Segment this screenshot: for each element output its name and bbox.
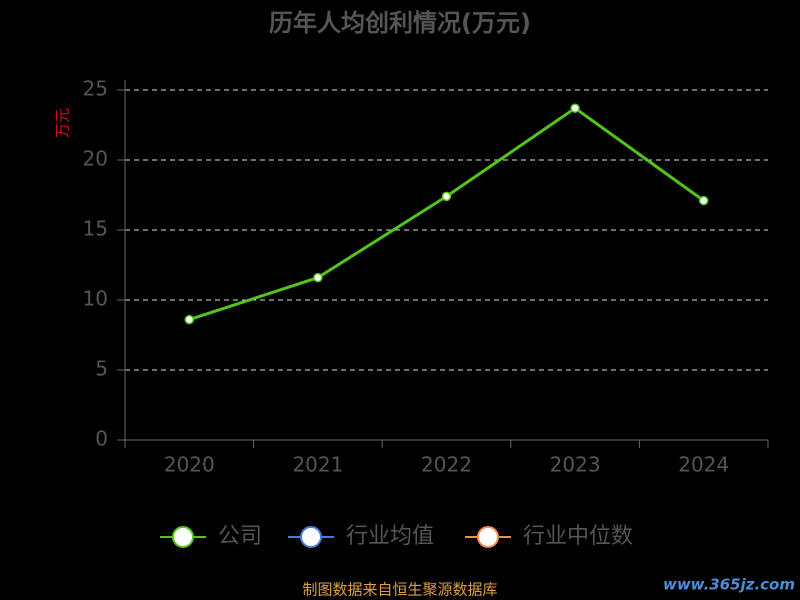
x-tick-label: 2021 [292, 453, 343, 477]
data-point [313, 272, 323, 283]
y-tick-label: 20 [83, 147, 108, 171]
x-tick-label: 2022 [421, 453, 472, 477]
y-axis-label: 万元 [54, 108, 72, 138]
legend-marker [300, 526, 322, 548]
data-point [570, 103, 580, 113]
legend-marker [172, 526, 194, 548]
y-tick-label: 0 [95, 427, 108, 451]
y-tick-label: 25 [83, 77, 108, 101]
y-tick-label: 10 [83, 287, 108, 311]
watermark: www.365jz.com [663, 576, 795, 594]
x-tick-label: 2020 [164, 453, 215, 477]
y-tick-label: 5 [95, 357, 108, 381]
data-point [184, 314, 195, 325]
data-point [441, 191, 452, 202]
source-note: 制图数据来自恒生聚源数据库 [302, 581, 497, 599]
legend-label: 行业中位数 [523, 524, 633, 549]
chart-title: 历年人均创利情况(万元) [269, 9, 531, 37]
y-tick-label: 15 [83, 217, 108, 241]
legend-marker [477, 526, 499, 548]
legend-label: 行业均值 [346, 524, 434, 549]
x-tick-label: 2023 [550, 453, 601, 477]
legend-label: 公司 [218, 524, 262, 549]
x-tick-label: 2024 [678, 453, 729, 477]
data-point [698, 195, 709, 206]
